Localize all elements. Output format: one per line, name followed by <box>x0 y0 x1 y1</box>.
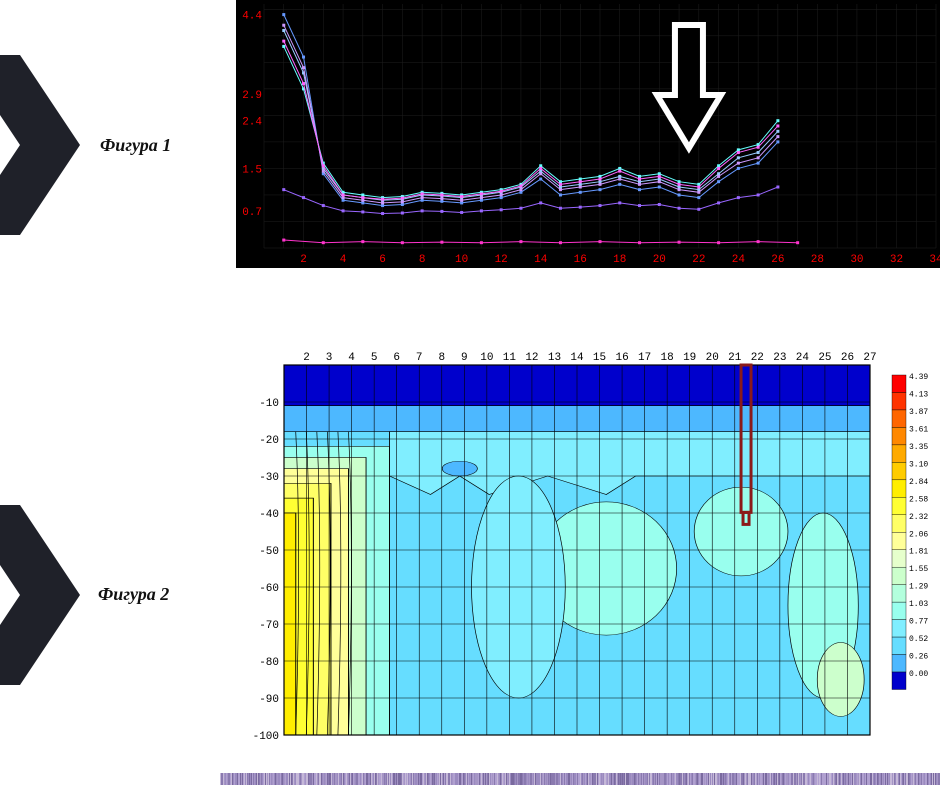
figure-1-label: Фигура 1 <box>100 135 171 156</box>
svg-text:0.00: 0.00 <box>909 670 928 679</box>
svg-text:-100: -100 <box>253 731 279 743</box>
chevron-decoration-1 <box>0 55 80 235</box>
heatmap-chart: 2345678910111213141516171819202122232425… <box>236 345 940 745</box>
svg-text:4.13: 4.13 <box>909 390 928 399</box>
svg-text:9: 9 <box>461 352 468 364</box>
svg-text:22: 22 <box>751 352 764 364</box>
svg-text:18: 18 <box>613 254 626 266</box>
svg-text:3.10: 3.10 <box>909 460 928 469</box>
svg-text:8: 8 <box>419 254 426 266</box>
svg-text:-30: -30 <box>259 472 279 484</box>
svg-text:17: 17 <box>638 352 651 364</box>
svg-text:6: 6 <box>379 254 386 266</box>
svg-text:3.35: 3.35 <box>909 443 928 452</box>
svg-text:28: 28 <box>811 254 824 266</box>
svg-text:4.4: 4.4 <box>242 11 262 23</box>
svg-text:16: 16 <box>615 352 628 364</box>
svg-text:21: 21 <box>728 352 742 364</box>
svg-text:22: 22 <box>692 254 705 266</box>
svg-text:4: 4 <box>340 254 347 266</box>
svg-text:10: 10 <box>480 352 493 364</box>
svg-text:-10: -10 <box>259 398 279 410</box>
svg-text:14: 14 <box>570 352 584 364</box>
svg-text:14: 14 <box>534 254 548 266</box>
svg-text:27: 27 <box>863 352 876 364</box>
svg-text:-60: -60 <box>259 583 279 595</box>
svg-text:0.7: 0.7 <box>242 207 262 219</box>
svg-text:8: 8 <box>438 352 445 364</box>
svg-text:26: 26 <box>771 254 784 266</box>
noise-strip <box>220 772 940 784</box>
svg-text:20: 20 <box>653 254 666 266</box>
svg-text:2.58: 2.58 <box>909 495 928 504</box>
svg-text:12: 12 <box>525 352 538 364</box>
svg-text:24: 24 <box>732 254 746 266</box>
svg-text:12: 12 <box>495 254 508 266</box>
svg-text:11: 11 <box>503 352 517 364</box>
svg-text:15: 15 <box>593 352 606 364</box>
svg-text:20: 20 <box>706 352 719 364</box>
svg-text:23: 23 <box>773 352 786 364</box>
svg-text:3.61: 3.61 <box>909 425 928 434</box>
svg-text:1.5: 1.5 <box>242 164 262 176</box>
svg-text:2.4: 2.4 <box>242 117 262 129</box>
svg-text:30: 30 <box>850 254 863 266</box>
svg-text:10: 10 <box>455 254 468 266</box>
svg-text:0.26: 0.26 <box>909 653 928 662</box>
svg-text:-20: -20 <box>259 435 279 447</box>
svg-text:4: 4 <box>348 352 355 364</box>
svg-text:5: 5 <box>371 352 378 364</box>
line-chart-svg: 0.71.52.42.94.42468101214161820222426283… <box>236 0 940 268</box>
svg-text:-90: -90 <box>259 694 279 706</box>
svg-text:2.84: 2.84 <box>909 478 928 487</box>
svg-text:24: 24 <box>796 352 810 364</box>
svg-text:3: 3 <box>326 352 333 364</box>
line-chart: 0.71.52.42.94.42468101214161820222426283… <box>236 0 940 268</box>
svg-text:1.03: 1.03 <box>909 600 928 609</box>
svg-text:1.55: 1.55 <box>909 565 928 574</box>
svg-text:25: 25 <box>818 352 831 364</box>
svg-text:1.81: 1.81 <box>909 548 928 557</box>
heatmap-svg: 2345678910111213141516171819202122232425… <box>236 345 940 745</box>
svg-text:0.52: 0.52 <box>909 635 928 644</box>
svg-text:4.39: 4.39 <box>909 373 928 382</box>
svg-text:2.32: 2.32 <box>909 513 928 522</box>
svg-text:2: 2 <box>300 254 307 266</box>
svg-text:19: 19 <box>683 352 696 364</box>
chevron-decoration-2 <box>0 505 80 685</box>
svg-text:-50: -50 <box>259 546 279 558</box>
svg-text:26: 26 <box>841 352 854 364</box>
svg-text:16: 16 <box>574 254 587 266</box>
svg-text:-70: -70 <box>259 620 279 632</box>
svg-text:1.29: 1.29 <box>909 583 928 592</box>
figure-2-label: Фигура 2 <box>98 584 169 605</box>
svg-text:34: 34 <box>929 254 940 266</box>
svg-text:2.9: 2.9 <box>242 90 262 102</box>
svg-text:32: 32 <box>890 254 903 266</box>
svg-text:18: 18 <box>661 352 674 364</box>
svg-text:6: 6 <box>393 352 400 364</box>
svg-text:13: 13 <box>548 352 561 364</box>
svg-text:7: 7 <box>416 352 423 364</box>
svg-text:0.77: 0.77 <box>909 618 928 627</box>
svg-text:-40: -40 <box>259 509 279 521</box>
svg-text:3.87: 3.87 <box>909 408 928 417</box>
svg-text:-80: -80 <box>259 657 279 669</box>
svg-text:2: 2 <box>303 352 310 364</box>
svg-text:2.06: 2.06 <box>909 530 928 539</box>
